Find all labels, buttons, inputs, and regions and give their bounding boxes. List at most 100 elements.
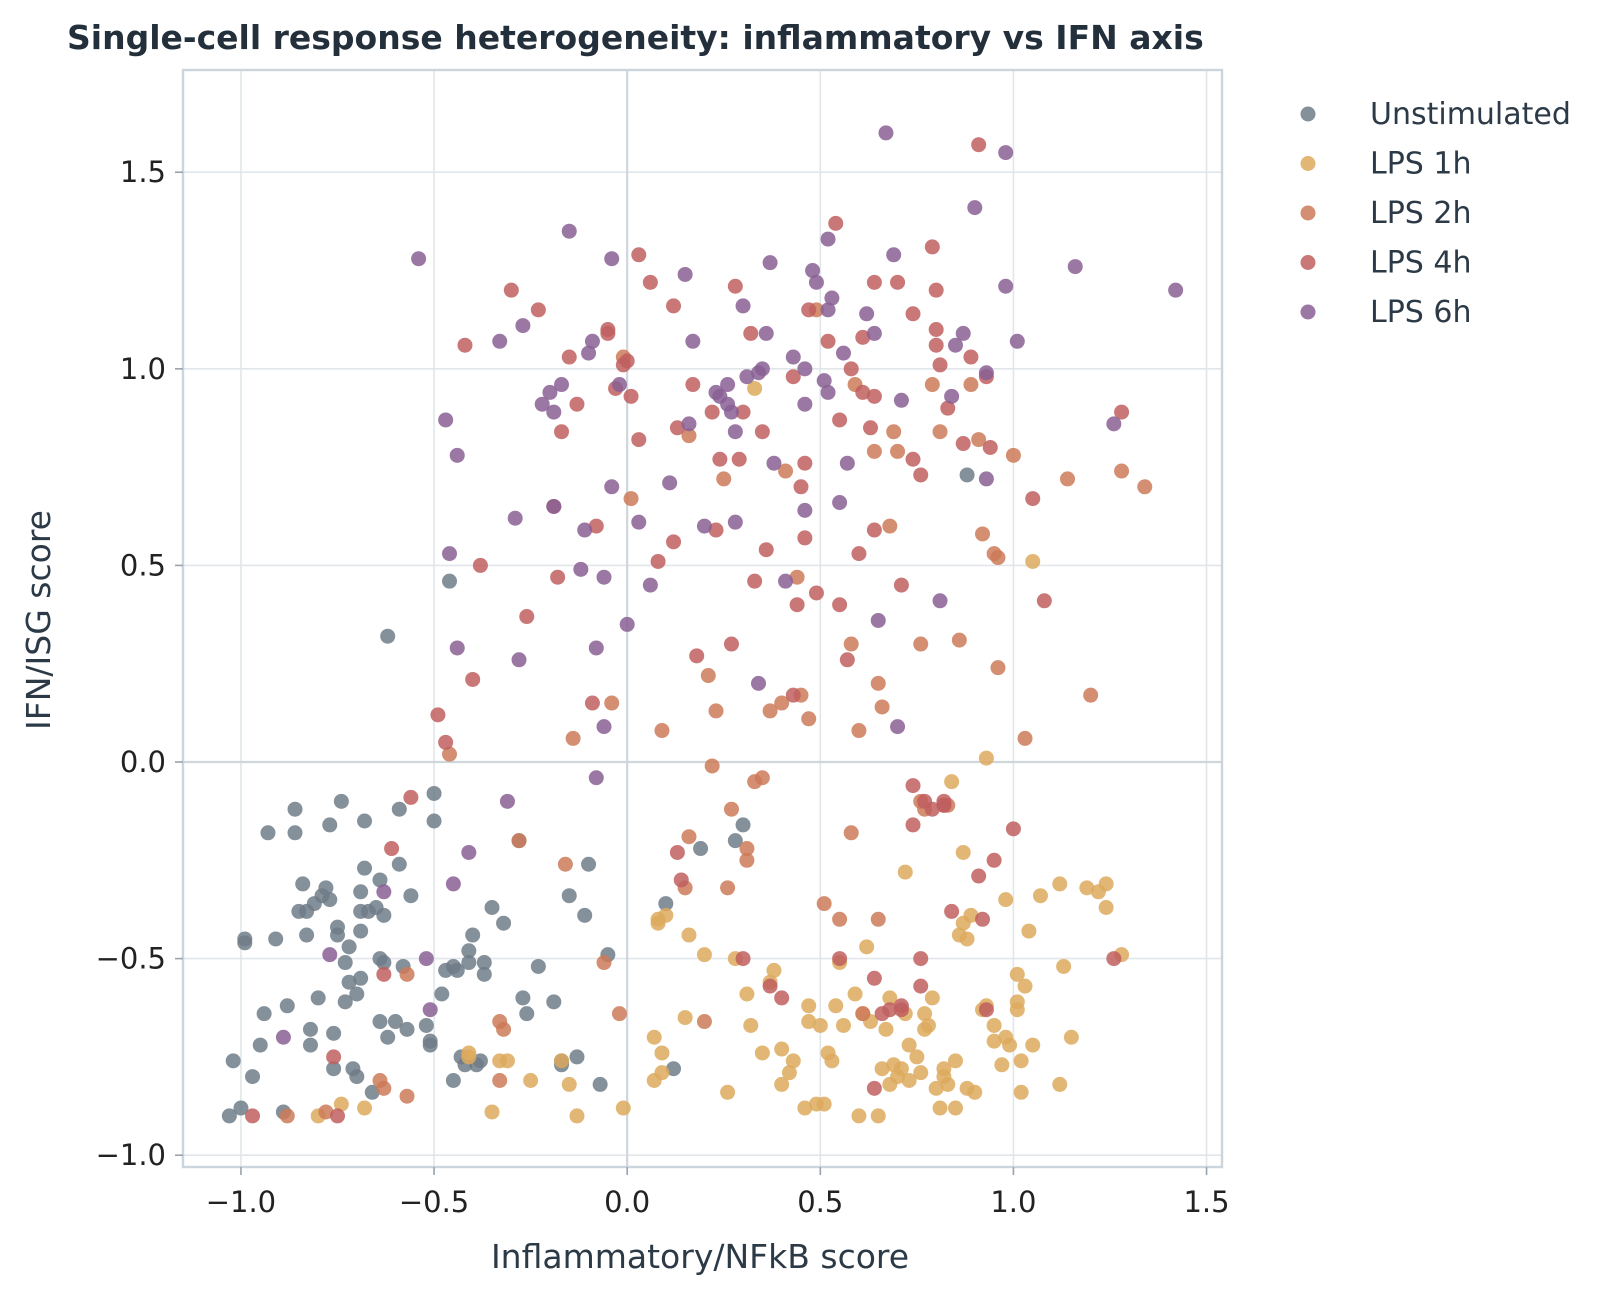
data-point-lps-4h [820,333,836,349]
data-point-lps-2h [696,1014,712,1030]
data-point-unstimulated [310,990,326,1006]
data-point-lps-6h [492,333,508,349]
data-point-lps-6h [596,719,612,735]
data-point-lps-4h [913,467,929,483]
data-point-lps-1h [816,1096,832,1112]
legend-item-lps-4h: LPS 4h [1300,246,1471,281]
data-point-lps-1h [1017,978,1033,994]
data-point-lps-6h [947,337,963,353]
data-point-lps-2h [778,463,794,479]
data-point-lps-4h [666,534,682,550]
x-tick-label: −0.5 [399,1185,469,1219]
data-point-lps-6h [890,719,906,735]
data-point-lps-1h [986,1017,1002,1033]
data-point-lps-4h [631,247,647,263]
data-point-unstimulated [422,1037,438,1053]
data-point-lps-2h [654,723,670,739]
data-point-lps-4h [855,384,871,400]
data-point-lps-6h [546,404,562,420]
series-lps-2h [279,302,1153,1124]
data-point-lps-6h [1168,282,1184,298]
data-point-lps-6h [611,377,627,393]
data-point-lps-1h [1098,876,1114,892]
data-point-unstimulated [442,573,458,589]
data-point-unstimulated [387,1014,403,1030]
data-point-unstimulated [260,825,276,841]
data-point-lps-1h [936,1061,952,1077]
data-point-lps-6h [507,510,523,526]
legend-marker [1300,255,1316,270]
data-point-lps-4h [530,302,546,318]
data-point-lps-1h [781,1065,797,1081]
data-point-lps-6h [604,251,620,267]
data-point-lps-2h [279,1108,295,1124]
data-point-lps-1h [913,1065,929,1081]
data-point-lps-4h [669,844,685,860]
data-point-lps-4h [785,369,801,385]
data-point-lps-6h [534,396,550,412]
data-point-lps-1h [928,1080,944,1096]
data-point-lps-2h [565,730,581,746]
y-tick-label: 1.0 [120,352,166,386]
data-point-lps-1h [828,998,844,1014]
data-point-unstimulated [418,1017,434,1033]
data-point-lps-4h [832,597,848,613]
data-point-lps-4h [832,412,848,428]
data-point-lps-4h [975,911,991,927]
data-point-lps-2h [774,695,790,711]
data-point-lps-6h [515,318,531,334]
data-point-lps-2h [1060,471,1076,487]
data-point-lps-1h [947,1100,963,1116]
data-point-lps-1h [1079,880,1095,896]
data-point-unstimulated [658,896,674,912]
data-point-lps-1h [998,892,1014,908]
legend-label: LPS 1h [1370,147,1471,182]
data-point-unstimulated [287,801,303,817]
data-point-lps-6h [1067,259,1083,275]
data-point-lps-4h [905,306,921,322]
data-point-lps-4h [963,349,979,365]
x-tick-label: 0.0 [604,1185,650,1219]
data-point-lps-2h [882,518,898,534]
data-point-lps-6h [816,373,832,389]
data-point-lps-1h [523,1072,539,1088]
data-point-lps-4h [403,789,419,805]
data-point-lps-4h [754,424,770,440]
data-point-unstimulated [476,955,492,971]
data-point-lps-2h [963,377,979,393]
data-point-lps-6h [878,125,894,141]
plot-frame [181,68,1224,1169]
data-point-lps-4h [828,215,844,231]
data-point-lps-4h [727,278,743,294]
data-point-lps-2h [816,896,832,912]
data-point-unstimulated [426,813,442,829]
data-point-lps-1h [944,774,960,790]
data-point-unstimulated [426,785,442,801]
data-point-lps-2h [890,443,906,459]
data-point-lps-4h [843,361,859,377]
data-point-lps-1h [801,998,817,1014]
data-point-lps-1h [978,750,994,766]
data-point-lps-6h [445,876,461,892]
data-point-unstimulated [735,817,751,833]
data-point-lps-2h [789,569,805,585]
data-point-lps-4h [978,1002,994,1018]
data-point-lps-1h [461,1049,477,1065]
data-point-lps-1h [909,1049,925,1065]
data-point-lps-6h [758,325,774,341]
data-point-lps-4h [882,1002,898,1018]
data-point-lps-4h [1036,593,1052,609]
data-point-unstimulated [341,974,357,990]
data-point-lps-1h [932,1100,948,1116]
data-point-lps-6h [376,884,392,900]
data-point-lps-6h [619,616,635,632]
data-point-unstimulated [279,998,295,1014]
data-point-lps-1h [1013,1084,1029,1100]
data-point-lps-2h [990,550,1006,566]
data-point-unstimulated [449,962,465,978]
data-point-unstimulated [353,923,369,939]
data-point-lps-4h [797,530,813,546]
data-point-unstimulated [484,899,500,915]
data-point-lps-1h [955,844,971,860]
data-point-lps-1h [797,1100,813,1116]
